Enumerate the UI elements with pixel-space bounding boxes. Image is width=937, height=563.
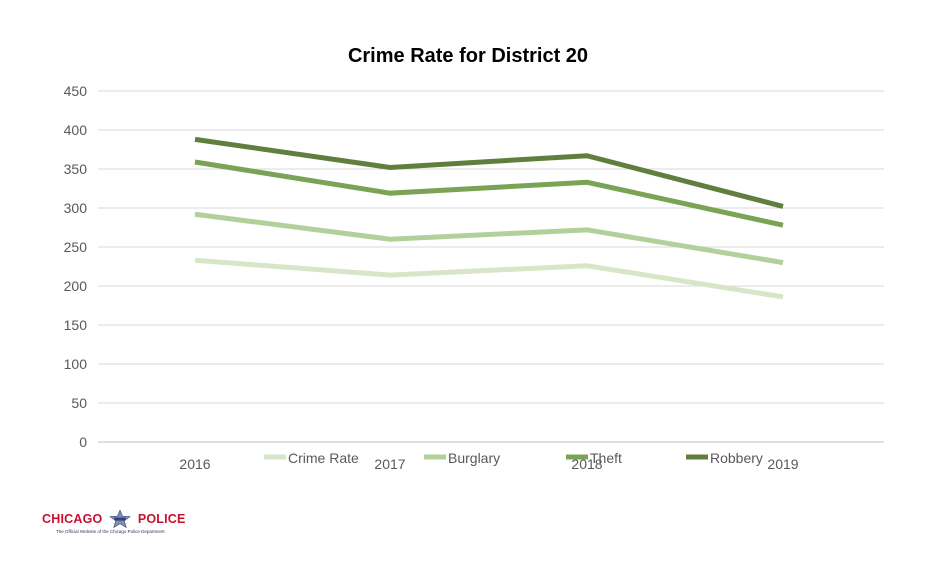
y-tick-label: 0	[79, 434, 87, 450]
y-tick-label: 300	[64, 200, 88, 216]
series-lines	[194, 136, 784, 300]
series-line-theft	[194, 159, 784, 228]
logo-tagline: The Official Website of the Chicago Poli…	[56, 529, 165, 534]
y-tick-label: 250	[64, 239, 88, 255]
legend-item-burglary: Burglary	[424, 450, 500, 466]
y-tick-label: 50	[71, 395, 87, 411]
logo-word-chicago: CHICAGO	[42, 512, 103, 526]
police-star-icon	[109, 510, 131, 528]
logo-word-police: POLICE	[137, 512, 186, 526]
gridlines	[98, 90, 884, 443]
y-tick-label: 150	[64, 317, 88, 333]
legend-label: Burglary	[448, 450, 500, 466]
x-tick-label: 2016	[179, 456, 210, 472]
y-tick-label: 350	[64, 161, 88, 177]
legend-label: Theft	[590, 450, 622, 466]
legend-item-theft: Theft	[566, 450, 622, 466]
x-tick-label: 2019	[767, 456, 798, 472]
legend-label: Crime Rate	[288, 450, 359, 466]
y-tick-label: 400	[64, 122, 88, 138]
y-tick-label: 200	[64, 278, 88, 294]
series-line-robbery	[194, 136, 784, 209]
y-axis-labels: 0 50 100 150 200 250 300 350 400 450	[64, 83, 88, 450]
series-line-burglary	[194, 211, 784, 266]
legend-label: Robbery	[710, 450, 763, 466]
legend-item-robbery: Robbery	[686, 450, 763, 466]
y-tick-label: 100	[64, 356, 88, 372]
chicago-police-logo: CHICAGO POLICE The Official Website of t…	[42, 510, 202, 540]
x-tick-label: 2018	[571, 456, 602, 472]
y-tick-label: 450	[64, 83, 88, 99]
x-tick-label: 2017	[374, 456, 405, 472]
series-line-crime-rate	[194, 257, 784, 300]
legend: Crime Rate Burglary Theft Robbery	[264, 450, 763, 466]
chart-title: Crime Rate for District 20	[348, 45, 588, 67]
x-axis-labels: 2016 2017 2018 2019	[179, 456, 798, 472]
legend-item-crime-rate: Crime Rate	[264, 450, 359, 466]
